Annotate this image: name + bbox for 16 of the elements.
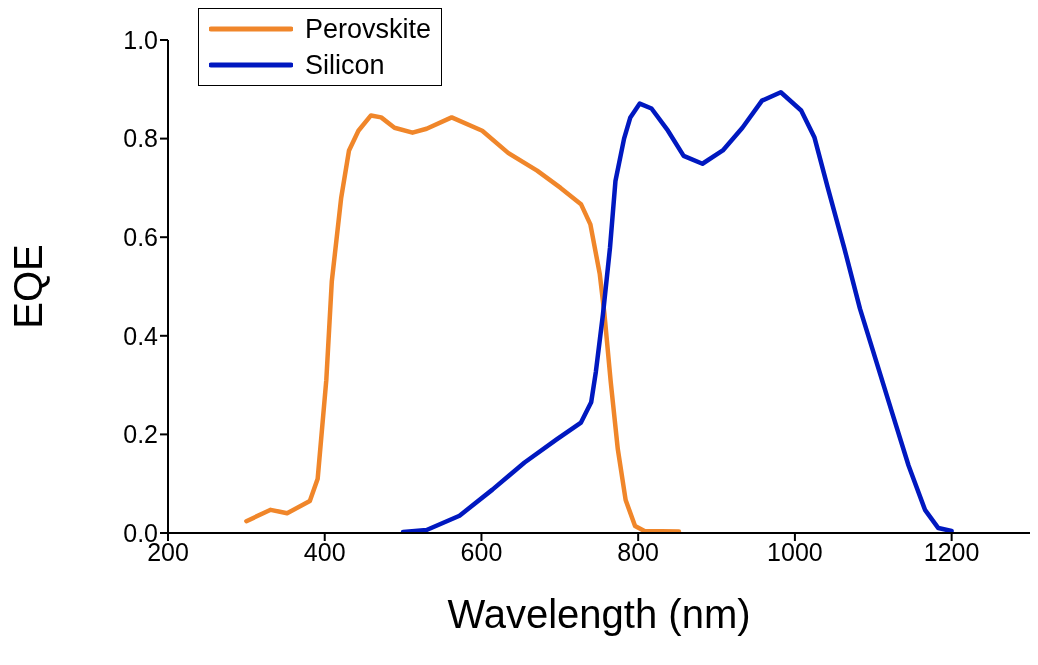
line-series <box>244 113 682 533</box>
y-tick-label: 0.6 <box>123 223 158 252</box>
x-tick-label: 400 <box>303 537 346 566</box>
x-tick-label: 600 <box>460 537 503 566</box>
x-tick-label: 1200 <box>923 537 980 566</box>
legend-label: Perovskite <box>305 13 432 46</box>
x-tick-label: 800 <box>617 537 660 566</box>
y-tick-label: 0.8 <box>123 124 158 153</box>
legend-label: Silicon <box>305 49 385 82</box>
y-axis-title: EQE <box>6 244 51 329</box>
x-tick-label: 1000 <box>767 537 823 566</box>
y-tick-label: 1.0 <box>123 25 158 54</box>
y-tick-label: 0.4 <box>123 321 159 350</box>
y-tick-label: 0.2 <box>123 420 158 449</box>
line-series <box>400 90 954 533</box>
x-axis-title: Wavelength (nm) <box>447 592 751 636</box>
